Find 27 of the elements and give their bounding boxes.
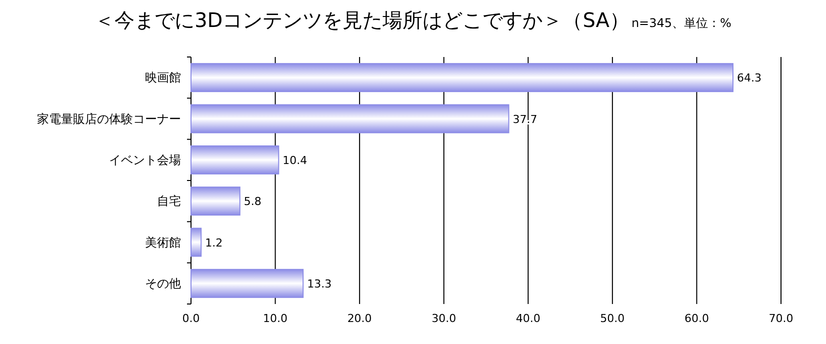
- data-label: 1.2: [205, 236, 223, 250]
- y-tick-label: イベント会場: [109, 152, 181, 167]
- y-tick-label: その他: [145, 276, 181, 290]
- x-tick-label: 20.0: [347, 312, 372, 325]
- data-label: 13.3: [307, 277, 332, 290]
- bar: [190, 145, 280, 174]
- data-label: 5.8: [244, 195, 262, 208]
- bar: [190, 268, 304, 298]
- data-label: 64.3: [736, 72, 762, 85]
- bar: [190, 228, 202, 257]
- y-tick-label: 映画館: [145, 70, 181, 85]
- x-tick-label: 10.0: [263, 312, 288, 325]
- bar: [190, 186, 240, 216]
- chart-title: ＜今までに3Dコンテンツを見た場所はどこですか＞（SA）: [94, 8, 630, 32]
- x-tick-label: 40.0: [516, 312, 540, 325]
- x-tick-label: 70.0: [768, 312, 794, 325]
- y-tick-label: 家電量販店の体験コーナー: [37, 112, 181, 126]
- x-tick-label: 0.0: [182, 312, 200, 325]
- y-tick-label: 自宅: [157, 194, 181, 208]
- data-label: 10.4: [282, 154, 308, 167]
- bar: [190, 104, 510, 134]
- chart-subtitle: n=345、単位：%: [631, 16, 732, 30]
- bar: [190, 63, 734, 92]
- x-tick-label: 50.0: [600, 312, 625, 325]
- y-tick-label: 美術館: [145, 235, 181, 250]
- x-tick-label: 30.0: [432, 312, 456, 325]
- x-tick-label: 60.0: [684, 312, 709, 325]
